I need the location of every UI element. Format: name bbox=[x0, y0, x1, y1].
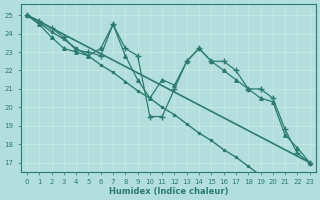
X-axis label: Humidex (Indice chaleur): Humidex (Indice chaleur) bbox=[108, 187, 228, 196]
